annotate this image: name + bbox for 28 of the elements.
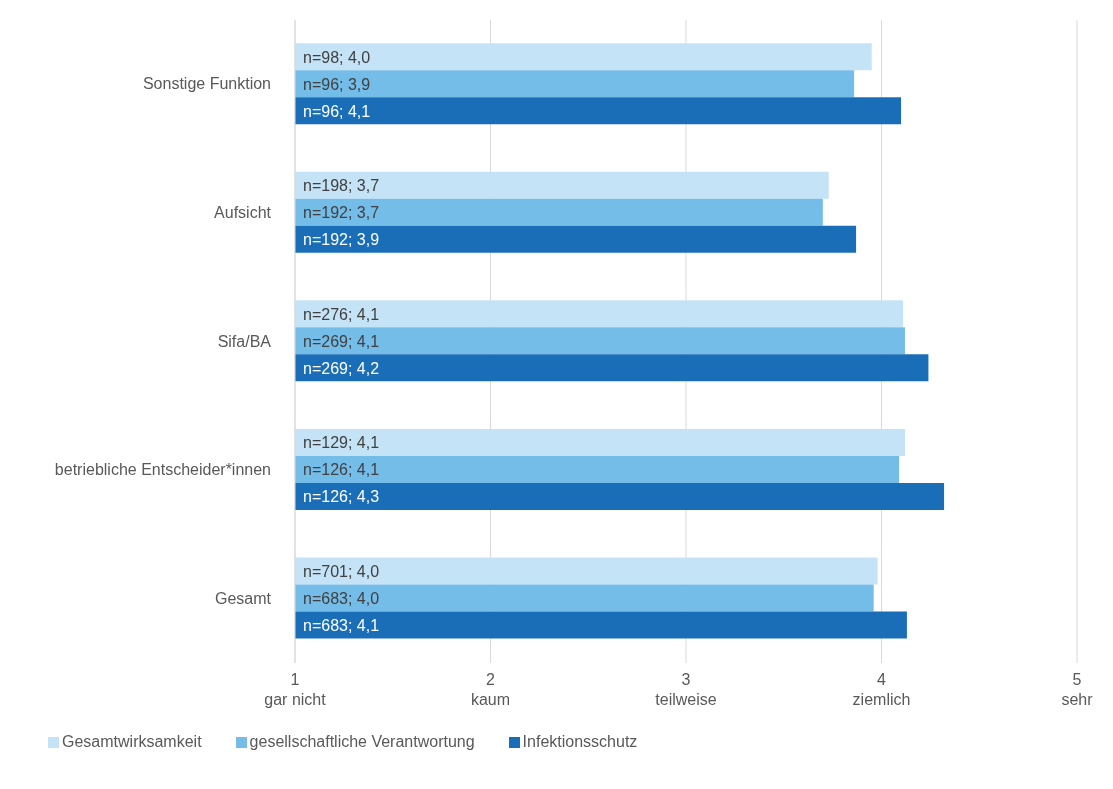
data-label: n=701; 4,0 <box>303 563 380 581</box>
legend-label: gesellschaftliche Verantwortung <box>248 733 475 751</box>
data-label: n=96; 4,1 <box>303 102 371 120</box>
x-tick-label: 2 kaum <box>470 671 511 708</box>
y-tick-label: Sonstige Funktion <box>142 75 271 93</box>
data-label: n=192; 3,7 <box>303 204 380 222</box>
legend-label: Gesamtwirksamkeit <box>61 733 202 751</box>
data-label: n=126; 4,3 <box>303 488 380 506</box>
data-label: n=96; 3,9 <box>303 75 371 93</box>
y-tick-label: betriebliche Entscheider*innen <box>54 461 271 479</box>
x-tick-label: 5 sehr <box>1061 671 1094 708</box>
data-label: n=129; 4,1 <box>303 434 380 452</box>
legend-label: Infektionsschutz <box>521 733 638 751</box>
data-label: n=192; 3,9 <box>303 231 380 249</box>
x-tick-label: 1 gar nicht <box>264 671 327 708</box>
data-label: n=269; 4,2 <box>303 359 380 377</box>
x-tick-label: 4 ziemlich <box>852 671 911 708</box>
y-tick-label: Aufsicht <box>214 203 272 221</box>
data-label: n=683; 4,0 <box>303 590 380 608</box>
data-label: n=269; 4,1 <box>303 332 380 350</box>
x-tick-label: 3 teilweise <box>655 671 717 708</box>
data-label: n=198; 3,7 <box>303 177 380 195</box>
y-tick-label: Gesamt <box>214 589 272 607</box>
data-label: n=683; 4,1 <box>303 617 380 635</box>
y-tick-label: Sifa/BA <box>217 332 272 350</box>
data-label: n=276; 4,1 <box>303 305 380 323</box>
data-label: n=126; 4,1 <box>303 461 380 479</box>
data-label: n=98; 4,0 <box>303 48 371 66</box>
